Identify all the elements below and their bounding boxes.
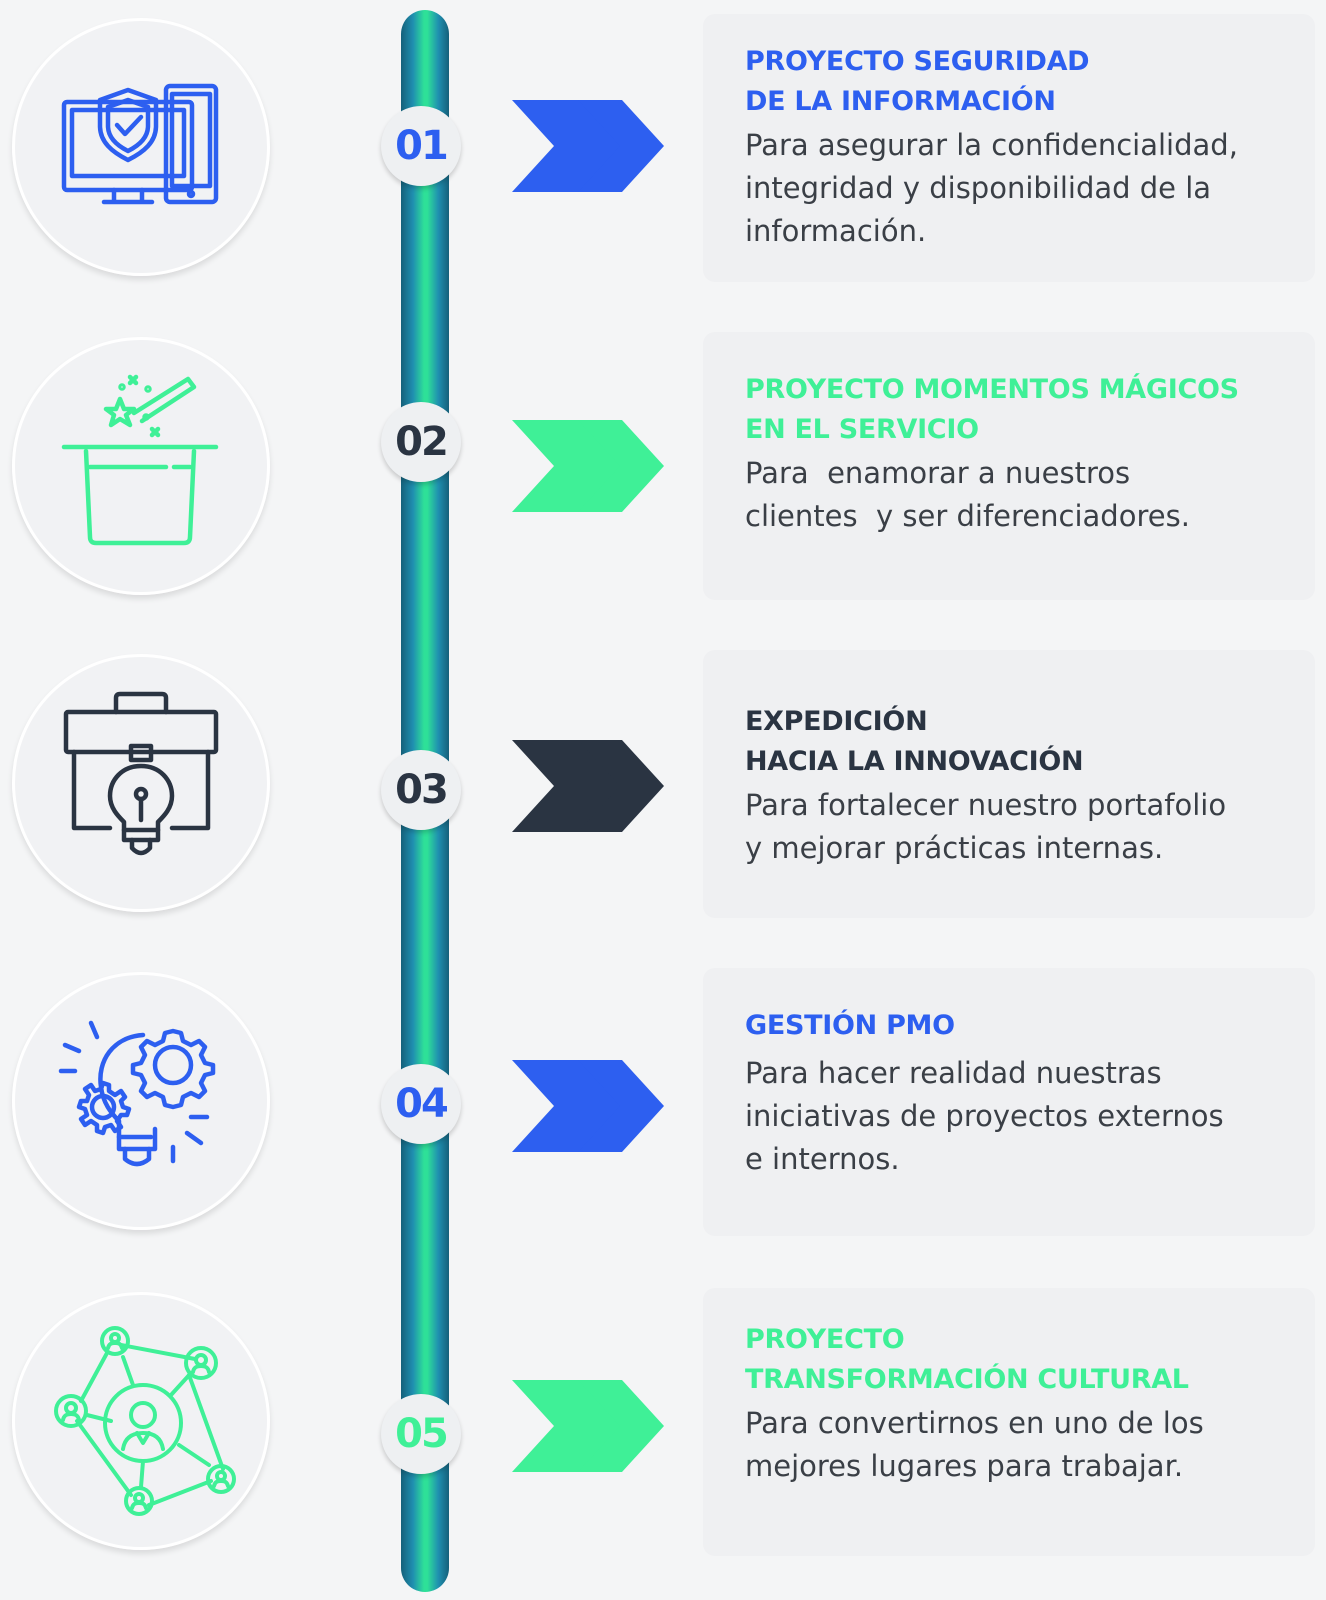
icon-circle xyxy=(12,337,270,595)
timeline-item-05: 05 PROYECTO TRANSFORMACIÓN CULTURAL Para… xyxy=(0,1280,1326,1580)
people-network-icon xyxy=(54,1326,236,1516)
icon-circle xyxy=(12,972,270,1230)
chevron-arrows-icon xyxy=(512,740,664,832)
card-title: PROYECTO TRANSFORMACIÓN CULTURAL xyxy=(745,1324,1189,1395)
info-card: PROYECTO MOMENTOS MÁGICOS EN EL SERVICIO… xyxy=(703,332,1315,600)
card-description: Para fortalecer nuestro portafolio y mej… xyxy=(745,788,1227,865)
chevron-arrows-icon xyxy=(512,1060,664,1152)
chevron-arrows-icon xyxy=(512,420,664,512)
step-number: 03 xyxy=(381,750,461,830)
step-number: 02 xyxy=(381,402,461,482)
step-number: 04 xyxy=(381,1064,461,1144)
timeline-item-04: 04 GESTIÓN PMO Para hacer realidad nuest… xyxy=(0,960,1326,1260)
info-card: PROYECTO SEGURIDAD DE LA INFORMACIÓN Par… xyxy=(703,14,1315,282)
card-description: Para enamorar a nuestros clientes y ser … xyxy=(745,456,1190,533)
info-card: PROYECTO TRANSFORMACIÓN CULTURAL Para co… xyxy=(703,1288,1315,1556)
timeline-item-03: 03 EXPEDICIÓN HACIA LA INNOVACIÓN Para f… xyxy=(0,640,1326,940)
card-title: EXPEDICIÓN HACIA LA INNOVACIÓN xyxy=(745,706,1084,777)
timeline-item-01: 01 PROYECTO SEGURIDAD DE LA INFORMACIÓN … xyxy=(0,0,1326,300)
timeline-item-02: 02 PROYECTO MOMENTOS MÁGICOS EN EL SERVI… xyxy=(0,320,1326,620)
icon-circle xyxy=(12,654,270,912)
info-card: EXPEDICIÓN HACIA LA INNOVACIÓN Para fort… xyxy=(703,650,1315,918)
icon-circle xyxy=(12,18,270,276)
card-description: Para convertirnos en uno de los mejores … xyxy=(745,1406,1204,1483)
shield-devices-icon xyxy=(61,83,219,205)
chevron-arrows-icon xyxy=(512,100,664,192)
card-description: Para asegurar la confidencialidad, integ… xyxy=(745,128,1238,248)
step-number: 05 xyxy=(381,1394,461,1474)
card-description: Para hacer realidad nuestras iniciativas… xyxy=(745,1056,1224,1176)
chevron-arrows-icon xyxy=(512,1380,664,1472)
card-title: GESTIÓN PMO xyxy=(745,1010,955,1041)
info-card: GESTIÓN PMO Para hacer realidad nuestras… xyxy=(703,968,1315,1236)
card-title: PROYECTO SEGURIDAD DE LA INFORMACIÓN xyxy=(745,46,1090,117)
card-title: PROYECTO MOMENTOS MÁGICOS EN EL SERVICIO xyxy=(745,374,1239,445)
gears-lightbulb-icon xyxy=(58,1020,216,1167)
icon-circle xyxy=(12,1292,270,1550)
step-number: 01 xyxy=(381,106,461,186)
briefcase-lightbulb-icon xyxy=(63,691,219,856)
magic-hat-icon xyxy=(61,374,219,546)
